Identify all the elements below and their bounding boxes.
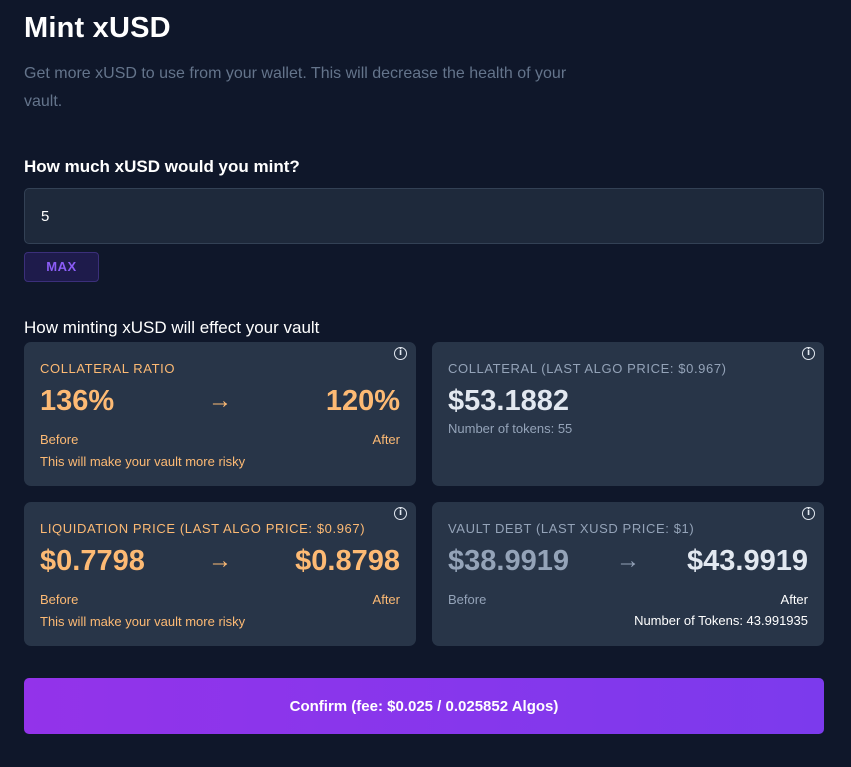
liquidation-price-label: LIQUIDATION PRICE (LAST ALGO PRICE: $0.9… — [40, 521, 366, 536]
collateral-value: $53.1882 — [448, 385, 569, 417]
confirm-button[interactable]: Confirm (fee: $0.025 / 0.025852 Algos) — [24, 678, 824, 734]
vault-debt-before-value: $38.9919 — [448, 545, 569, 577]
mint-amount-input[interactable] — [24, 188, 824, 244]
risk-warning: This will make your vault more risky — [40, 614, 246, 629]
liquidation-price-card: i LIQUIDATION PRICE (LAST ALGO PRICE: $0… — [24, 502, 416, 646]
collateral-ratio-after-value: 120% — [325, 385, 400, 417]
after-label: After — [372, 432, 400, 447]
risk-warning: This will make your vault more risky — [40, 454, 246, 469]
liquidation-price-after-value: $0.8798 — [295, 545, 400, 577]
collateral-ratio-before-value: 136% — [40, 385, 115, 417]
max-button[interactable]: MAX — [24, 252, 99, 282]
vault-debt-card: i VAULT DEBT (LAST XUSD PRICE: $1) $38.9… — [432, 502, 824, 646]
collateral-label: COLLATERAL (LAST ALGO PRICE: $0.967) — [448, 361, 727, 376]
info-icon[interactable]: i — [394, 507, 407, 520]
vault-debt-tokens: Number of Tokens: 43.991935 — [634, 613, 808, 628]
right-arrow-icon: → — [616, 547, 640, 574]
effect-heading: How minting xUSD will effect your vault — [24, 318, 320, 337]
page-title: Mint xUSD — [24, 12, 171, 44]
info-icon[interactable]: i — [394, 347, 407, 360]
right-arrow-icon: → — [208, 547, 232, 574]
info-icon[interactable]: i — [802, 347, 815, 360]
liquidation-price-before-value: $0.7798 — [40, 545, 145, 577]
vault-debt-label: VAULT DEBT (LAST XUSD PRICE: $1) — [448, 521, 695, 536]
after-label: After — [780, 592, 808, 607]
vault-debt-after-value: $43.9919 — [687, 545, 808, 577]
collateral-ratio-label: COLLATERAL RATIO — [40, 361, 176, 376]
page-subtitle: Get more xUSD to use from your wallet. T… — [24, 65, 567, 110]
collateral-ratio-card: i COLLATERAL RATIO 136% → 120% Before Af… — [24, 342, 416, 486]
after-label: After — [372, 592, 400, 607]
collateral-tokens: Number of tokens: 55 — [448, 421, 573, 436]
before-label: Before — [40, 592, 79, 607]
collateral-card: i COLLATERAL (LAST ALGO PRICE: $0.967) $… — [432, 342, 824, 486]
amount-question-label: How much xUSD would you mint? — [24, 157, 300, 176]
info-icon[interactable]: i — [802, 507, 815, 520]
right-arrow-icon: → — [208, 387, 232, 414]
before-label: Before — [40, 432, 79, 447]
before-label: Before — [448, 592, 487, 607]
